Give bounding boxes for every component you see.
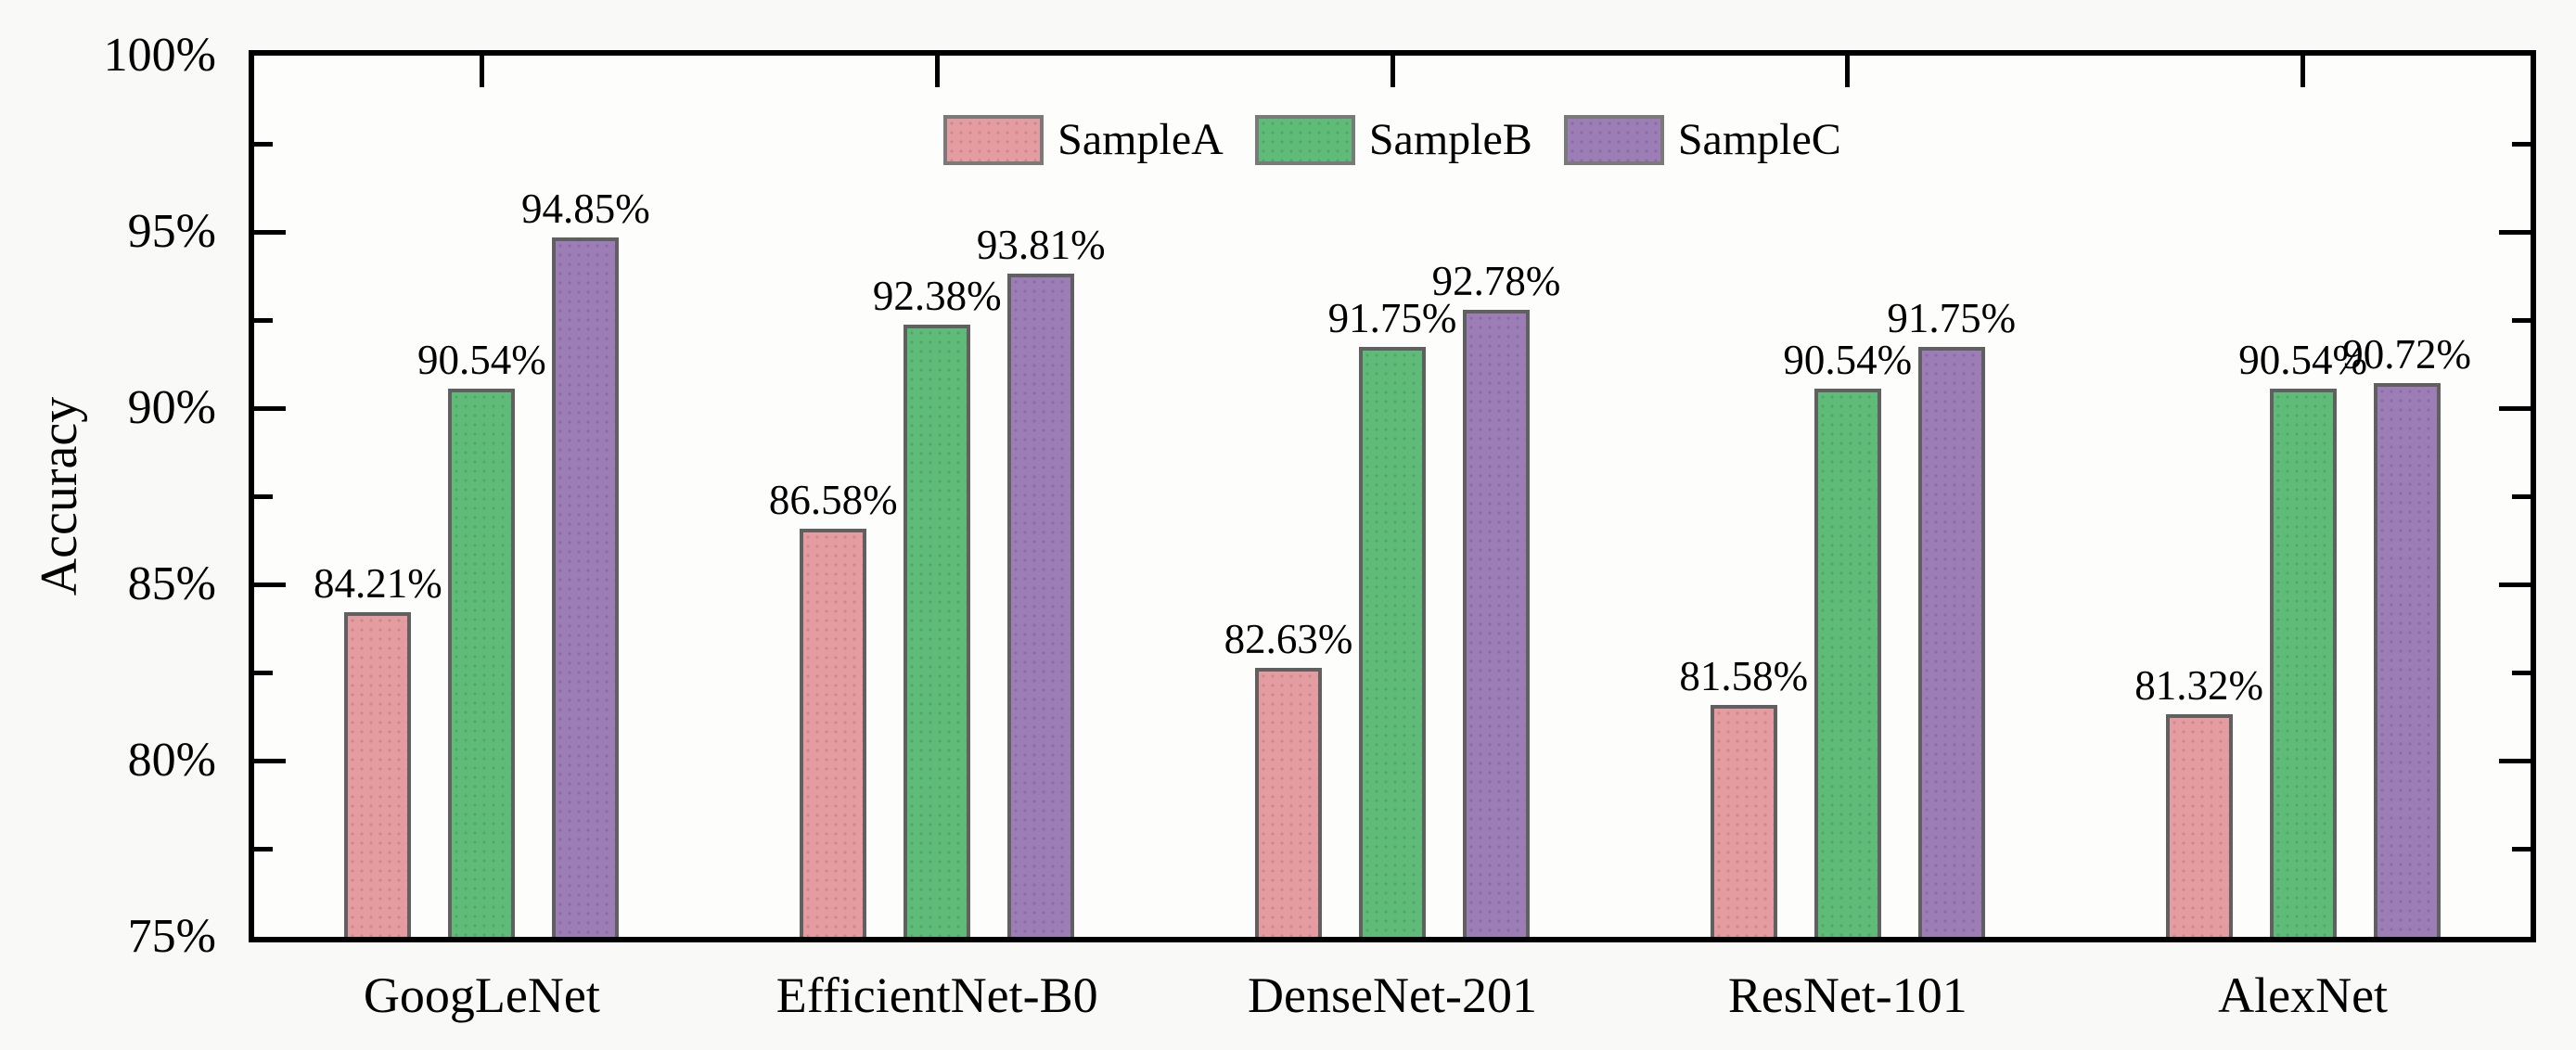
bar-value-label: 81.32%	[2134, 661, 2263, 709]
x-category-label: EfficientNet-B0	[775, 967, 1098, 1023]
y-tick-label: 100%	[103, 29, 216, 82]
bar-samplec-resnet-101	[1917, 346, 1985, 937]
y-major-tick	[254, 758, 286, 763]
y-tick-label: 95%	[127, 205, 216, 258]
y-minor-tick	[254, 493, 273, 499]
x-category-tick	[1845, 56, 1851, 87]
y-minor-tick	[2512, 670, 2531, 675]
legend-item-sampleb: SampleB	[1254, 115, 1532, 165]
legend-item-samplea: SampleA	[943, 115, 1224, 165]
legend-swatch-samplec	[1563, 115, 1664, 165]
legend-item-samplec: SampleC	[1563, 115, 1841, 165]
y-major-tick	[2499, 405, 2531, 411]
y-tick-label: 80%	[127, 734, 216, 787]
bar-sampleb-resnet-101	[1813, 389, 1881, 937]
x-category-tick	[479, 56, 484, 87]
bar-value-label: 92.38%	[872, 272, 1002, 319]
y-major-tick	[2499, 582, 2531, 587]
legend-label: SampleA	[1057, 115, 1224, 164]
bar-value-label: 93.81%	[976, 222, 1106, 269]
bar-value-label: 82.63%	[1224, 616, 1353, 663]
bar-samplec-googlenet	[552, 237, 620, 937]
y-major-tick	[254, 405, 286, 411]
y-minor-tick	[254, 670, 273, 675]
bar-value-label: 81.58%	[1679, 652, 1809, 699]
bar-value-label: 86.58%	[768, 476, 898, 523]
bar-value-label: 91.75%	[1887, 294, 2017, 341]
legend: SampleA SampleB SampleC	[249, 111, 2536, 169]
legend-swatch-sampleb	[1254, 115, 1355, 165]
x-category-tick	[934, 56, 940, 87]
x-category-tick	[2300, 56, 2306, 87]
y-tick-label: 85%	[127, 557, 216, 610]
y-minor-tick	[254, 317, 273, 323]
y-minor-tick	[2512, 493, 2531, 499]
y-minor-tick	[254, 141, 273, 147]
x-category-tick	[1390, 56, 1395, 87]
x-category-label: DenseNet-201	[1248, 967, 1537, 1023]
y-major-tick	[254, 582, 286, 587]
bar-value-label: 84.21%	[314, 560, 442, 608]
x-category-label: GoogLeNet	[363, 967, 600, 1023]
y-minor-tick	[2512, 141, 2531, 147]
bar-samplea-efficientnet-b0	[800, 528, 867, 937]
y-major-tick	[2499, 758, 2531, 763]
bar-value-label: 90.54%	[2238, 337, 2367, 384]
bar-sampleb-alexnet	[2269, 389, 2337, 937]
legend-label: SampleC	[1677, 115, 1841, 164]
legend-swatch-samplea	[943, 115, 1044, 165]
bar-samplec-densenet-201	[1463, 310, 1530, 937]
x-category-label: AlexNet	[2218, 967, 2389, 1023]
legend-label: SampleB	[1368, 115, 1532, 164]
bar-samplea-alexnet	[2165, 713, 2233, 937]
y-tick-label: 75%	[127, 910, 216, 963]
bar-samplea-densenet-201	[1255, 668, 1322, 937]
y-major-tick	[254, 229, 286, 235]
bar-value-label: 91.75%	[1327, 294, 1457, 341]
x-category-label: ResNet-101	[1727, 967, 1967, 1023]
plot-area: 84.21% 86.58% 82.63% 81.58% 81.32% 90.54% 92.3…	[249, 50, 2536, 942]
bar-value-label: 90.72%	[2342, 330, 2471, 378]
y-minor-tick	[2512, 846, 2531, 852]
y-major-tick	[2499, 229, 2531, 235]
bar-sampleb-densenet-201	[1359, 346, 1426, 937]
bar-sampleb-efficientnet-b0	[904, 324, 971, 937]
y-minor-tick	[2512, 317, 2531, 323]
bar-samplec-alexnet	[2373, 382, 2441, 937]
bar-value-label: 92.78%	[1431, 258, 1561, 305]
bar-value-label: 94.85%	[521, 185, 650, 232]
y-axis-title: Accuracy	[31, 396, 88, 596]
bar-sampleb-googlenet	[448, 389, 516, 937]
bar-value-label: 90.54%	[1783, 337, 1913, 384]
bar-value-label: 90.54%	[417, 337, 546, 384]
bar-samplea-googlenet	[344, 612, 412, 937]
y-minor-tick	[254, 846, 273, 852]
y-tick-label: 90%	[127, 381, 216, 434]
bar-samplec-efficientnet-b0	[1007, 274, 1075, 937]
bar-samplea-resnet-101	[1710, 704, 1777, 937]
